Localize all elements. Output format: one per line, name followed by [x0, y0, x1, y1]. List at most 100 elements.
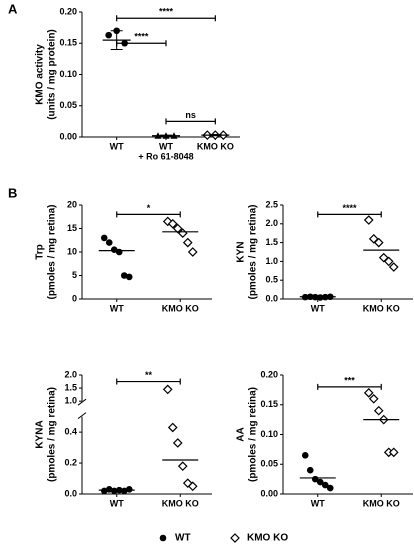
point — [388, 447, 399, 458]
y-tick-label: 0.5 — [265, 275, 278, 285]
y-tick-label: 2.5 — [265, 199, 278, 209]
y-tick-label: 15 — [67, 223, 77, 233]
y-tick-label: 1.5 — [265, 237, 278, 247]
y-tick-label: 0.10 — [59, 69, 77, 79]
y-axis-label: KYNA — [35, 420, 46, 448]
point — [105, 486, 113, 493]
point — [105, 239, 113, 246]
point — [167, 218, 178, 229]
point — [301, 452, 309, 459]
axis-break — [77, 398, 87, 406]
x-tick-label: WT — [110, 498, 124, 508]
point — [373, 237, 384, 248]
y-tick-label: 1.0 — [64, 396, 77, 406]
point — [115, 248, 123, 256]
significance-label: * — [147, 203, 151, 213]
y-tick-label: 0.00 — [260, 488, 278, 498]
significance-label: ns — [185, 110, 196, 120]
significance-label: *** — [344, 375, 355, 385]
legend-label: WT — [175, 533, 191, 544]
y-tick-label: 0.20 — [59, 6, 77, 16]
significance-label: **** — [159, 7, 174, 17]
point — [383, 256, 394, 267]
y-axis-label: (pmoles / mg retina) — [47, 204, 58, 299]
point — [110, 246, 118, 253]
y-tick-label: 0.0 — [64, 488, 77, 498]
point — [162, 384, 173, 395]
y-axis-label: (pmoles / mg retina) — [47, 387, 58, 482]
y-tick-label: 0.10 — [260, 429, 278, 439]
x-tick-label: KMO KO — [363, 498, 400, 508]
x-tick-label: KMO KO — [197, 141, 234, 151]
x-tick-label: WT — [311, 498, 325, 508]
point — [177, 461, 188, 472]
y-axis-label: KMO activity — [35, 44, 46, 105]
significance-label: ** — [145, 370, 153, 380]
point — [172, 223, 183, 234]
point — [368, 393, 379, 404]
y-tick-label: 0.15 — [260, 399, 278, 409]
y-axis-label: (pmoles / mg retina) — [248, 387, 259, 482]
point — [182, 237, 193, 248]
y-axis-label: KYN — [236, 241, 247, 262]
x-tick-label: KMO KO — [363, 303, 400, 313]
point — [326, 484, 334, 492]
point — [363, 215, 374, 225]
y-tick-label: 10 — [67, 246, 77, 256]
y-tick-label: 0.4 — [64, 426, 77, 436]
legend-label: KMO KO — [247, 533, 288, 544]
point — [110, 487, 118, 495]
y-tick-label: 0.0 — [265, 293, 278, 303]
y-tick-label: 0 — [72, 293, 77, 303]
panel-label: A — [8, 1, 18, 16]
y-tick-label: 5 — [72, 270, 77, 280]
significance-label: **** — [342, 203, 357, 213]
legend-marker — [230, 533, 240, 543]
y-axis-label: AA — [236, 427, 247, 441]
point — [120, 272, 128, 279]
legend-marker — [159, 534, 167, 542]
point — [100, 487, 108, 495]
point — [321, 481, 329, 489]
x-tick-label: KMO KO — [162, 303, 199, 313]
x-tick-label: + Ro 61-8048 — [138, 151, 193, 161]
y-tick-label: 20 — [67, 199, 77, 209]
y-tick-label: 0.05 — [260, 459, 278, 469]
x-tick-label: KMO KO — [162, 498, 199, 508]
point — [172, 438, 183, 448]
y-tick-label: 0.20 — [260, 369, 278, 379]
point — [388, 262, 399, 272]
point — [316, 294, 324, 301]
point — [187, 247, 198, 257]
x-tick-label: WT — [311, 303, 325, 313]
y-tick-label: 2.0 — [64, 369, 77, 379]
point — [373, 405, 384, 416]
point — [363, 388, 374, 398]
point — [105, 31, 112, 39]
point — [120, 487, 128, 495]
y-tick-label: 1.0 — [265, 256, 278, 266]
x-tick-label: WT — [110, 141, 124, 151]
point — [187, 481, 198, 492]
y-axis-label: (units / mg protein) — [47, 29, 58, 120]
y-tick-label: 0.15 — [59, 38, 77, 48]
y-tick-label: 2.0 — [265, 218, 278, 228]
significance-label: **** — [134, 32, 149, 42]
point — [125, 273, 133, 281]
x-tick-label: WT — [110, 303, 124, 313]
point — [167, 422, 178, 433]
y-tick-label: 0.05 — [59, 100, 77, 110]
y-tick-label: 0.2 — [64, 457, 77, 467]
point — [100, 234, 108, 242]
x-tick-label: WT — [159, 141, 173, 151]
point — [306, 466, 314, 474]
panel-label: B — [8, 185, 17, 200]
y-tick-label: 0.00 — [59, 131, 77, 141]
point — [125, 486, 133, 493]
y-tick-label: 1.5 — [64, 382, 77, 392]
axis-break — [77, 412, 87, 420]
y-axis-label: (pmoles / mg retina) — [248, 204, 259, 299]
point — [316, 478, 324, 486]
y-axis-label: Trp — [35, 244, 46, 260]
